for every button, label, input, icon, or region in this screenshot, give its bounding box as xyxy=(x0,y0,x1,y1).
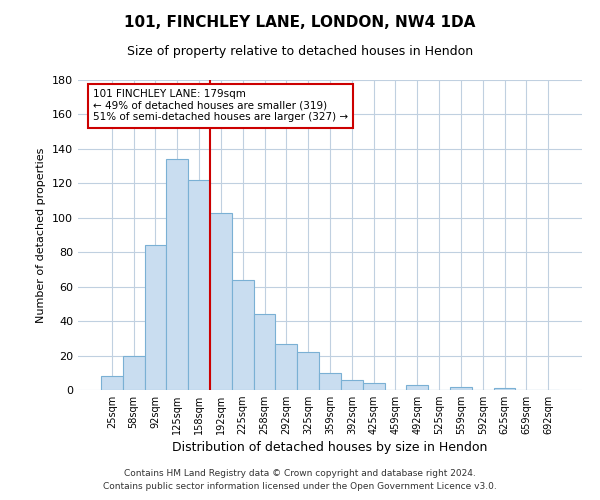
Bar xyxy=(363,383,385,390)
Bar xyxy=(297,352,319,390)
Bar xyxy=(123,356,145,390)
Text: Contains public sector information licensed under the Open Government Licence v3: Contains public sector information licen… xyxy=(103,482,497,491)
Bar xyxy=(166,159,188,390)
Text: Size of property relative to detached houses in Hendon: Size of property relative to detached ho… xyxy=(127,45,473,58)
Y-axis label: Number of detached properties: Number of detached properties xyxy=(37,148,46,322)
Bar xyxy=(188,180,210,390)
Bar xyxy=(319,373,341,390)
Text: Contains HM Land Registry data © Crown copyright and database right 2024.: Contains HM Land Registry data © Crown c… xyxy=(124,468,476,477)
Bar xyxy=(275,344,297,390)
X-axis label: Distribution of detached houses by size in Hendon: Distribution of detached houses by size … xyxy=(172,442,488,454)
Bar xyxy=(450,386,472,390)
Bar xyxy=(232,280,254,390)
Bar xyxy=(341,380,363,390)
Text: 101, FINCHLEY LANE, LONDON, NW4 1DA: 101, FINCHLEY LANE, LONDON, NW4 1DA xyxy=(124,15,476,30)
Bar xyxy=(145,246,166,390)
Bar xyxy=(406,385,428,390)
Bar xyxy=(254,314,275,390)
Text: 101 FINCHLEY LANE: 179sqm
← 49% of detached houses are smaller (319)
51% of semi: 101 FINCHLEY LANE: 179sqm ← 49% of detac… xyxy=(93,90,348,122)
Bar xyxy=(210,212,232,390)
Bar xyxy=(101,376,123,390)
Bar xyxy=(494,388,515,390)
